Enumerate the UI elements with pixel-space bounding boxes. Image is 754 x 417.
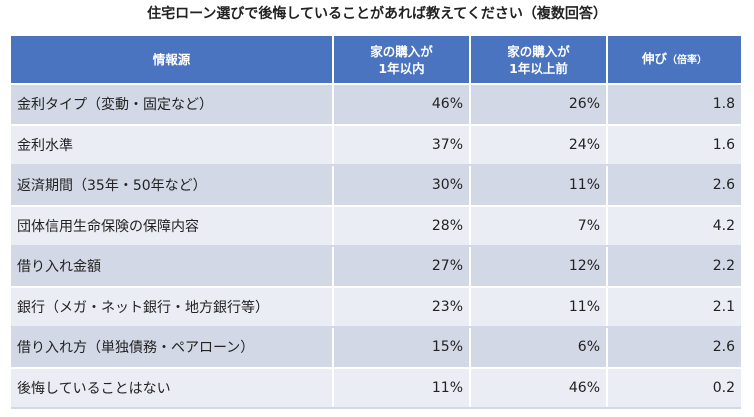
- cell-growth-ratio: 0.2: [607, 367, 741, 409]
- header-within-1-year-line2: 1年以内: [378, 60, 425, 76]
- row-label: 借り入れ方（単独債務・ペアローン）: [11, 327, 334, 369]
- cell-growth-ratio: 4.2: [607, 205, 741, 247]
- table-row: 返済期間（35年・50年など） 30% 11% 2.6: [11, 165, 741, 207]
- row-label: 返済期間（35年・50年など）: [11, 165, 334, 207]
- row-label: 後悔していることはない: [11, 367, 334, 409]
- cell-growth-ratio: 1.8: [607, 84, 741, 126]
- cell-before-1-year: 11%: [470, 286, 608, 328]
- cell-before-1-year: 7%: [470, 205, 608, 247]
- cell-within-1-year: 15%: [333, 327, 471, 369]
- row-label: 金利水準: [11, 124, 334, 166]
- survey-table: 情報源 家の購入が 1年以内 家の購入が 1年以上前 伸び（倍率） 金利タイプ（…: [11, 36, 741, 409]
- cell-before-1-year: 24%: [470, 124, 608, 166]
- header-growth-sub: （倍率）: [667, 55, 707, 66]
- cell-within-1-year: 23%: [333, 286, 471, 328]
- table-body: 金利タイプ（変動・固定など） 46% 26% 1.8 金利水準 37% 24% 1.6 返済期間…: [11, 84, 741, 409]
- table-row: 後悔していることはない 11% 46% 0.2: [11, 367, 741, 409]
- table-row: 金利タイプ（変動・固定など） 46% 26% 1.8: [11, 84, 741, 126]
- cell-within-1-year: 46%: [333, 84, 471, 126]
- header-source: 情報源: [11, 36, 334, 85]
- table-row: 借り入れ方（単独債務・ペアローン） 15% 6% 2.6: [11, 327, 741, 369]
- header-growth: 伸び（倍率）: [607, 36, 741, 85]
- cell-within-1-year: 37%: [333, 124, 471, 166]
- cell-within-1-year: 28%: [333, 205, 471, 247]
- chart-title: 住宅ローン選びで後悔していることがあれば教えてください（複数回答）: [147, 6, 607, 22]
- table-row: 団体信用生命保険の保障内容 28% 7% 4.2: [11, 205, 741, 247]
- header-within-1-year: 家の購入が 1年以内: [333, 36, 471, 85]
- header-before-1-year: 家の購入が 1年以上前: [470, 36, 608, 85]
- row-label: 借り入れ金額: [11, 246, 334, 288]
- cell-growth-ratio: 2.6: [607, 327, 741, 369]
- cell-growth-ratio: 1.6: [607, 124, 741, 166]
- cell-within-1-year: 27%: [333, 246, 471, 288]
- table-header-row: 情報源 家の購入が 1年以内 家の購入が 1年以上前 伸び（倍率）: [11, 36, 741, 85]
- header-before-1-year-line1: 家の購入が: [507, 43, 570, 59]
- header-within-1-year-line1: 家の購入が: [370, 43, 433, 59]
- cell-before-1-year: 12%: [470, 246, 608, 288]
- row-label: 金利タイプ（変動・固定など）: [11, 84, 334, 126]
- cell-within-1-year: 11%: [333, 367, 471, 409]
- cell-before-1-year: 26%: [470, 84, 608, 126]
- header-before-1-year-line2: 1年以上前: [509, 60, 568, 76]
- cell-growth-ratio: 2.2: [607, 246, 741, 288]
- cell-growth-ratio: 2.1: [607, 286, 741, 328]
- row-label: 銀行（メガ・ネット銀行・地方銀行等）: [11, 286, 334, 328]
- table-row: 借り入れ金額 27% 12% 2.2: [11, 246, 741, 288]
- cell-before-1-year: 46%: [470, 367, 608, 409]
- header-growth-label: 伸び: [641, 51, 667, 66]
- cell-within-1-year: 30%: [333, 165, 471, 207]
- cell-before-1-year: 6%: [470, 327, 608, 369]
- row-label: 団体信用生命保険の保障内容: [11, 205, 334, 247]
- table-row: 銀行（メガ・ネット銀行・地方銀行等） 23% 11% 2.1: [11, 286, 741, 328]
- cell-before-1-year: 11%: [470, 165, 608, 207]
- table-row: 金利水準 37% 24% 1.6: [11, 124, 741, 166]
- cell-growth-ratio: 2.6: [607, 165, 741, 207]
